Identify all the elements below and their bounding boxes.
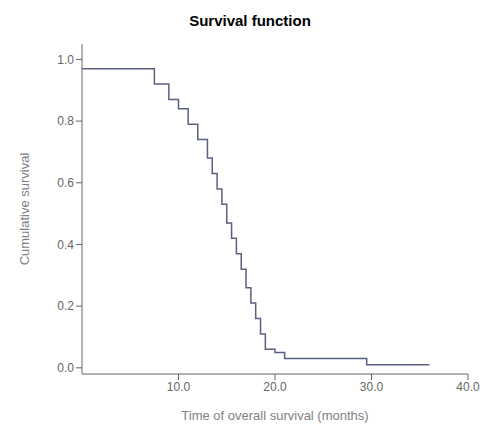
svg-text:10.0: 10.0 [167, 380, 191, 394]
svg-text:Cumulative survival: Cumulative survival [17, 153, 32, 266]
svg-text:30.0: 30.0 [360, 380, 384, 394]
svg-text:0.8: 0.8 [57, 114, 74, 128]
svg-text:0.2: 0.2 [57, 299, 74, 313]
svg-text:0.4: 0.4 [57, 238, 74, 252]
svg-text:1.0: 1.0 [57, 53, 74, 67]
svg-text:20.0: 20.0 [263, 380, 287, 394]
svg-text:Time of overall survival (mont: Time of overall survival (months) [181, 408, 368, 423]
html-text:Survival function: Survival function [189, 12, 311, 29]
svg-text:0.0: 0.0 [57, 361, 74, 375]
svg-text:0.6: 0.6 [57, 176, 74, 190]
svg-text:40.0: 40.0 [456, 380, 480, 394]
